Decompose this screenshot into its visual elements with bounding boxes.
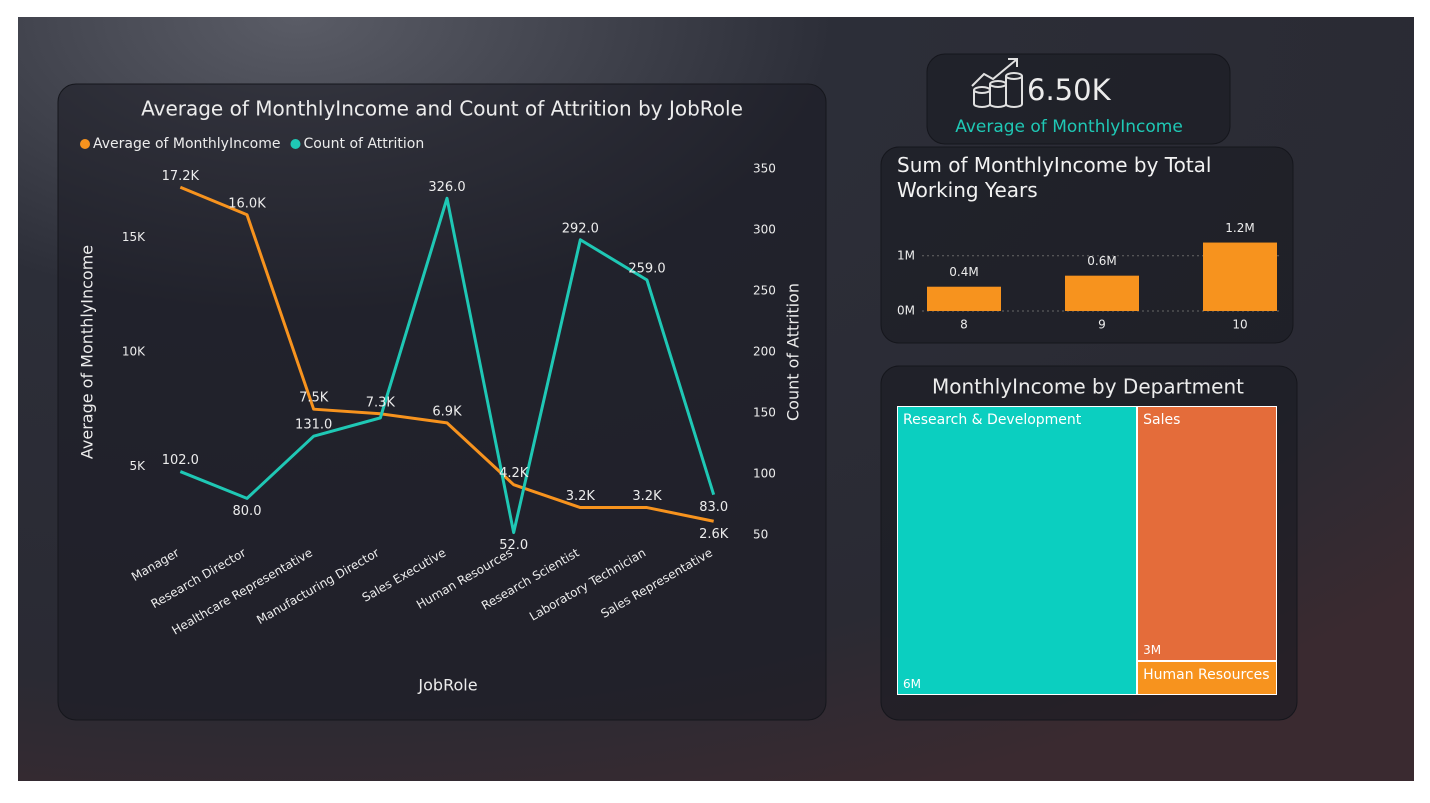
y-tick-label: 0M (897, 304, 915, 318)
y2-tick-label: 350 (753, 162, 776, 176)
data-label: 1.2M (1225, 221, 1254, 235)
cell-label: Human Resources (1143, 667, 1270, 684)
x-tick-label: 8 (960, 318, 968, 332)
data-label: 0.4M (949, 265, 978, 279)
x-tick-label: 10 (1232, 318, 1247, 332)
y-tick-label: 15K (122, 230, 146, 244)
line-series (179, 196, 716, 535)
data-label: 292.0 (562, 221, 599, 236)
kpi-value: 6.50K (1027, 73, 1112, 107)
data-label: 259.0 (628, 262, 665, 277)
chart-title: Sum of MonthlyIncome by Total Working Ye… (897, 153, 1212, 202)
chart-title: Average of MonthlyIncome and Count of At… (141, 97, 743, 121)
data-label: 3.2K (566, 489, 596, 504)
chart-title: MonthlyIncome by Department (932, 375, 1244, 399)
panel (57, 83, 827, 721)
cell-label: Research & Development (903, 412, 1082, 428)
panel (926, 53, 1231, 145)
data-label: 17.2K (162, 169, 200, 184)
legend-marker (290, 139, 301, 149)
treemap-cell: Sales 3M (1137, 406, 1277, 662)
y2-tick-label: 50 (753, 528, 768, 542)
y-tick-label: 1M (897, 248, 915, 262)
data-label: 4.2K (499, 466, 529, 481)
treemap-cell: Research & Development 6M (897, 406, 1138, 695)
data-label: 6.9K (432, 404, 462, 419)
cell-label: Sales (1143, 412, 1181, 428)
line-series (179, 185, 714, 523)
data-label: 7.5K (299, 391, 329, 406)
data-label: 7.3K (366, 395, 396, 410)
data-label: 326.0 (428, 180, 465, 195)
data-label: 2.6K (699, 527, 729, 542)
legend-label: Count of Attrition (303, 136, 424, 152)
y2-tick-label: 100 (753, 467, 776, 481)
data-label: 6M (903, 677, 921, 691)
y-tick-label: 5K (129, 459, 146, 473)
legend-label: Average of MonthlyIncome (93, 136, 280, 152)
y2-tick-label: 300 (753, 223, 776, 237)
kpi-icon (971, 58, 1023, 108)
data-label: 16.0K (228, 196, 266, 211)
data-label: 102.0 (162, 453, 199, 468)
bar (1203, 242, 1277, 311)
data-label: 80.0 (233, 504, 262, 519)
y-axis-title: Average of MonthlyIncome (78, 245, 97, 459)
legend-marker (80, 139, 90, 149)
data-label: 83.0 (699, 500, 728, 515)
treemap-cell: Human Resources (1137, 661, 1277, 695)
bar (927, 286, 1001, 311)
x-axis-title: JobRole (417, 676, 477, 695)
y2-axis-title: Count of Attrition (784, 283, 803, 421)
data-label: 3M (1143, 643, 1162, 658)
y2-tick-label: 250 (753, 284, 776, 298)
data-label: 3.2K (632, 489, 662, 504)
data-label: 0.6M (1087, 254, 1116, 268)
bar (1065, 275, 1139, 311)
data-label: 52.0 (499, 538, 528, 553)
y2-tick-label: 150 (753, 406, 776, 420)
y2-tick-label: 200 (753, 345, 776, 359)
kpi-label: Average of MonthlyIncome (955, 117, 1183, 137)
y-tick-label: 10K (122, 345, 146, 359)
x-tick-label: 9 (1098, 318, 1106, 332)
data-label: 131.0 (295, 418, 332, 433)
